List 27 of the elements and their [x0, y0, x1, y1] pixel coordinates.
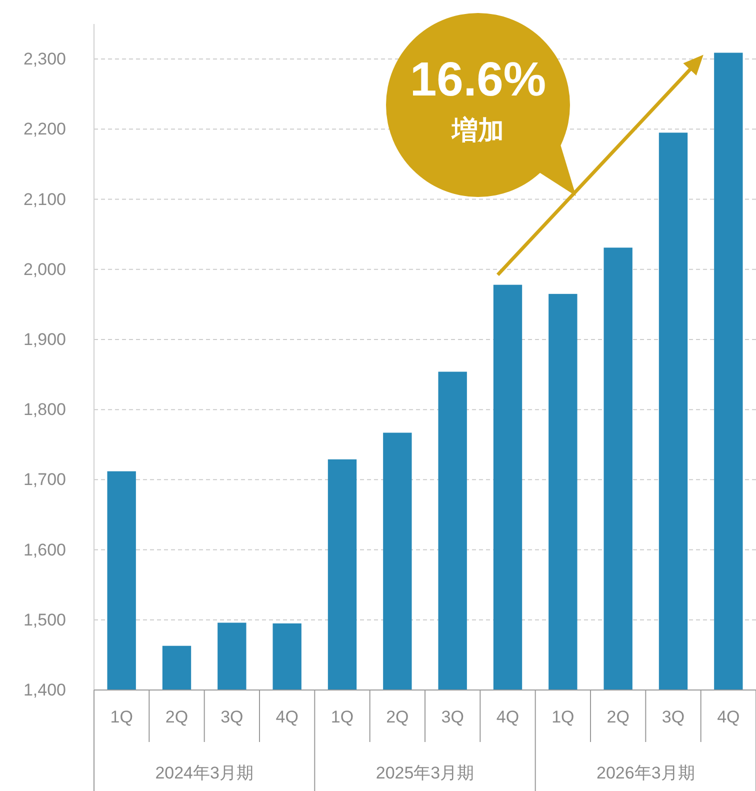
annotation: 増加 [451, 115, 504, 145]
y-tick-label: 2,300 [23, 50, 66, 69]
y-tick-label: 1,500 [23, 610, 66, 630]
y-tick-label: 1,400 [23, 680, 66, 700]
y-tick-label: 1,600 [23, 540, 66, 560]
y-tick-label: 2,100 [23, 190, 66, 209]
y-tick-label: 1,800 [23, 400, 66, 420]
x-tick-label: 3Q [220, 708, 244, 726]
x-tick-label: 2Q [165, 708, 188, 726]
x-tick-label: 1Q [552, 708, 574, 726]
x-tick-label: 2Q [606, 708, 630, 726]
y-tick-label: 1,700 [23, 470, 66, 490]
annotation: 16.6% [410, 54, 546, 106]
text: 2025年3月期 [376, 764, 474, 782]
y-tick-label: 2,000 [23, 260, 66, 279]
x-tick-label: 2Q [386, 708, 409, 726]
x-tick-label: 1Q [330, 708, 354, 726]
x-tick-label: 4Q [717, 708, 740, 726]
y-tick-label: 2,200 [23, 120, 66, 139]
x-tick-label: 4Q [276, 708, 298, 726]
x-tick-label: 4Q [496, 708, 520, 726]
text: 2026年3月期 [596, 764, 695, 782]
y-tick-label: 1,900 [23, 330, 66, 349]
x-tick-label: 1Q [110, 708, 133, 726]
text: 2024年3月期 [155, 764, 254, 782]
x-tick-label: 3Q [441, 708, 464, 726]
x-tick-label: 3Q [662, 708, 685, 726]
